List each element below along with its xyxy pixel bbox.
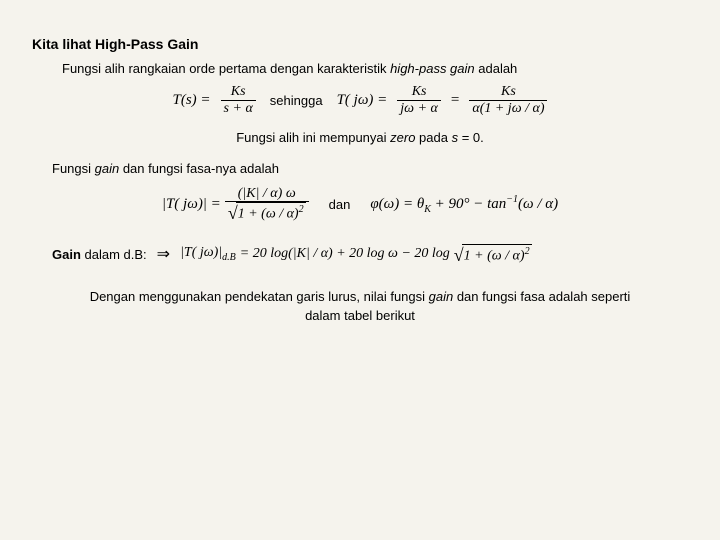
connector-text: sehingga xyxy=(270,93,323,108)
gain-phase-intro: Fungsi gain dan fungsi fasa-nya adalah xyxy=(52,161,688,176)
eq-lhs: |T( jω)| = xyxy=(162,196,221,213)
text: Fungsi xyxy=(52,161,95,176)
fraction: Ks s + α xyxy=(221,84,256,116)
numerator: Ks xyxy=(409,84,430,99)
term-italic: zero xyxy=(390,130,415,145)
equation-transfer-function: T(s) = Ks s + α sehingga T( jω) = Ks jω … xyxy=(32,84,688,116)
gain-db-row: Gain dalam d.B: ⇒ |T( jω)|d.B = 20 log(|… xyxy=(52,244,688,265)
fraction: (|K| / α) ω √ 1 + (ω / α)2 xyxy=(225,186,309,224)
fraction: Ks α(1 + jω / α) xyxy=(469,84,547,116)
text: dalam d.B: xyxy=(81,247,147,262)
term-italic: gain xyxy=(429,289,454,304)
equation-gain-db: |T( jω)|d.B = 20 log(|K| / α) + 20 log ω… xyxy=(180,244,532,265)
gain-label: Gain dalam d.B: xyxy=(52,247,147,262)
text: Gain xyxy=(52,247,81,262)
closing-paragraph: Dengan menggunakan pendekatan garis luru… xyxy=(82,288,638,324)
arrow-icon: ⇒ xyxy=(157,244,170,264)
term-italic: gain xyxy=(95,161,120,176)
phase-expression: φ(ω) = θK + 90° − tan−1(ω / α) xyxy=(370,194,558,215)
numerator: Ks xyxy=(498,84,519,99)
eq-lhs: T(s) = xyxy=(173,92,211,109)
term-italic: high-pass gain xyxy=(390,61,475,76)
text: pada xyxy=(415,130,451,145)
denominator: √ 1 + (ω / α)2 xyxy=(225,201,309,223)
intro-paragraph: Fungsi alih rangkaian orde pertama denga… xyxy=(62,60,688,78)
text: φ(ω) = θ xyxy=(370,196,424,212)
equals: = xyxy=(451,92,459,109)
section-heading: Kita lihat High-Pass Gain xyxy=(32,36,688,52)
radicand: 1 + (ω / α) xyxy=(464,248,525,263)
abs-expr: |T( jω)| xyxy=(180,245,222,260)
subscript: K xyxy=(424,204,431,215)
denominator: s + α xyxy=(221,100,256,116)
text: Fungsi alih rangkaian orde pertama denga… xyxy=(62,61,390,76)
denominator: α(1 + jω / α) xyxy=(469,100,547,116)
text: dan fungsi fasa-nya adalah xyxy=(119,161,279,176)
sqrt-term: √ 1 + (ω / α)2 xyxy=(454,244,532,265)
eq-mid: T( jω) = xyxy=(337,92,388,109)
exponent: 2 xyxy=(525,246,530,257)
equation-gain-phase: |T( jω)| = (|K| / α) ω √ 1 + (ω / α)2 da… xyxy=(32,186,688,224)
text: + 90° − tan xyxy=(431,196,506,212)
text: Fungsi alih ini mempunyai xyxy=(236,130,390,145)
subscript: d.B xyxy=(222,252,236,263)
text: = 0. xyxy=(458,130,484,145)
zero-statement: Fungsi alih ini mempunyai zero pada s = … xyxy=(32,130,688,145)
text: adalah xyxy=(475,61,518,76)
expr: = 20 log(|K| / α) + 20 log ω − 20 log xyxy=(240,246,450,262)
text: (ω / α) xyxy=(518,196,558,212)
numerator: (|K| / α) ω xyxy=(235,186,299,201)
lhs: |T( jω)|d.B xyxy=(180,245,236,263)
fraction: Ks jω + α xyxy=(397,84,441,116)
superscript: −1 xyxy=(506,194,518,205)
radicand: 1 + (ω / α) xyxy=(238,207,299,222)
denominator: jω + α xyxy=(397,100,441,116)
numerator: Ks xyxy=(228,84,249,99)
exponent: 2 xyxy=(299,204,304,215)
connector-text: dan xyxy=(329,197,351,212)
text: Dengan menggunakan pendekatan garis luru… xyxy=(90,289,429,304)
